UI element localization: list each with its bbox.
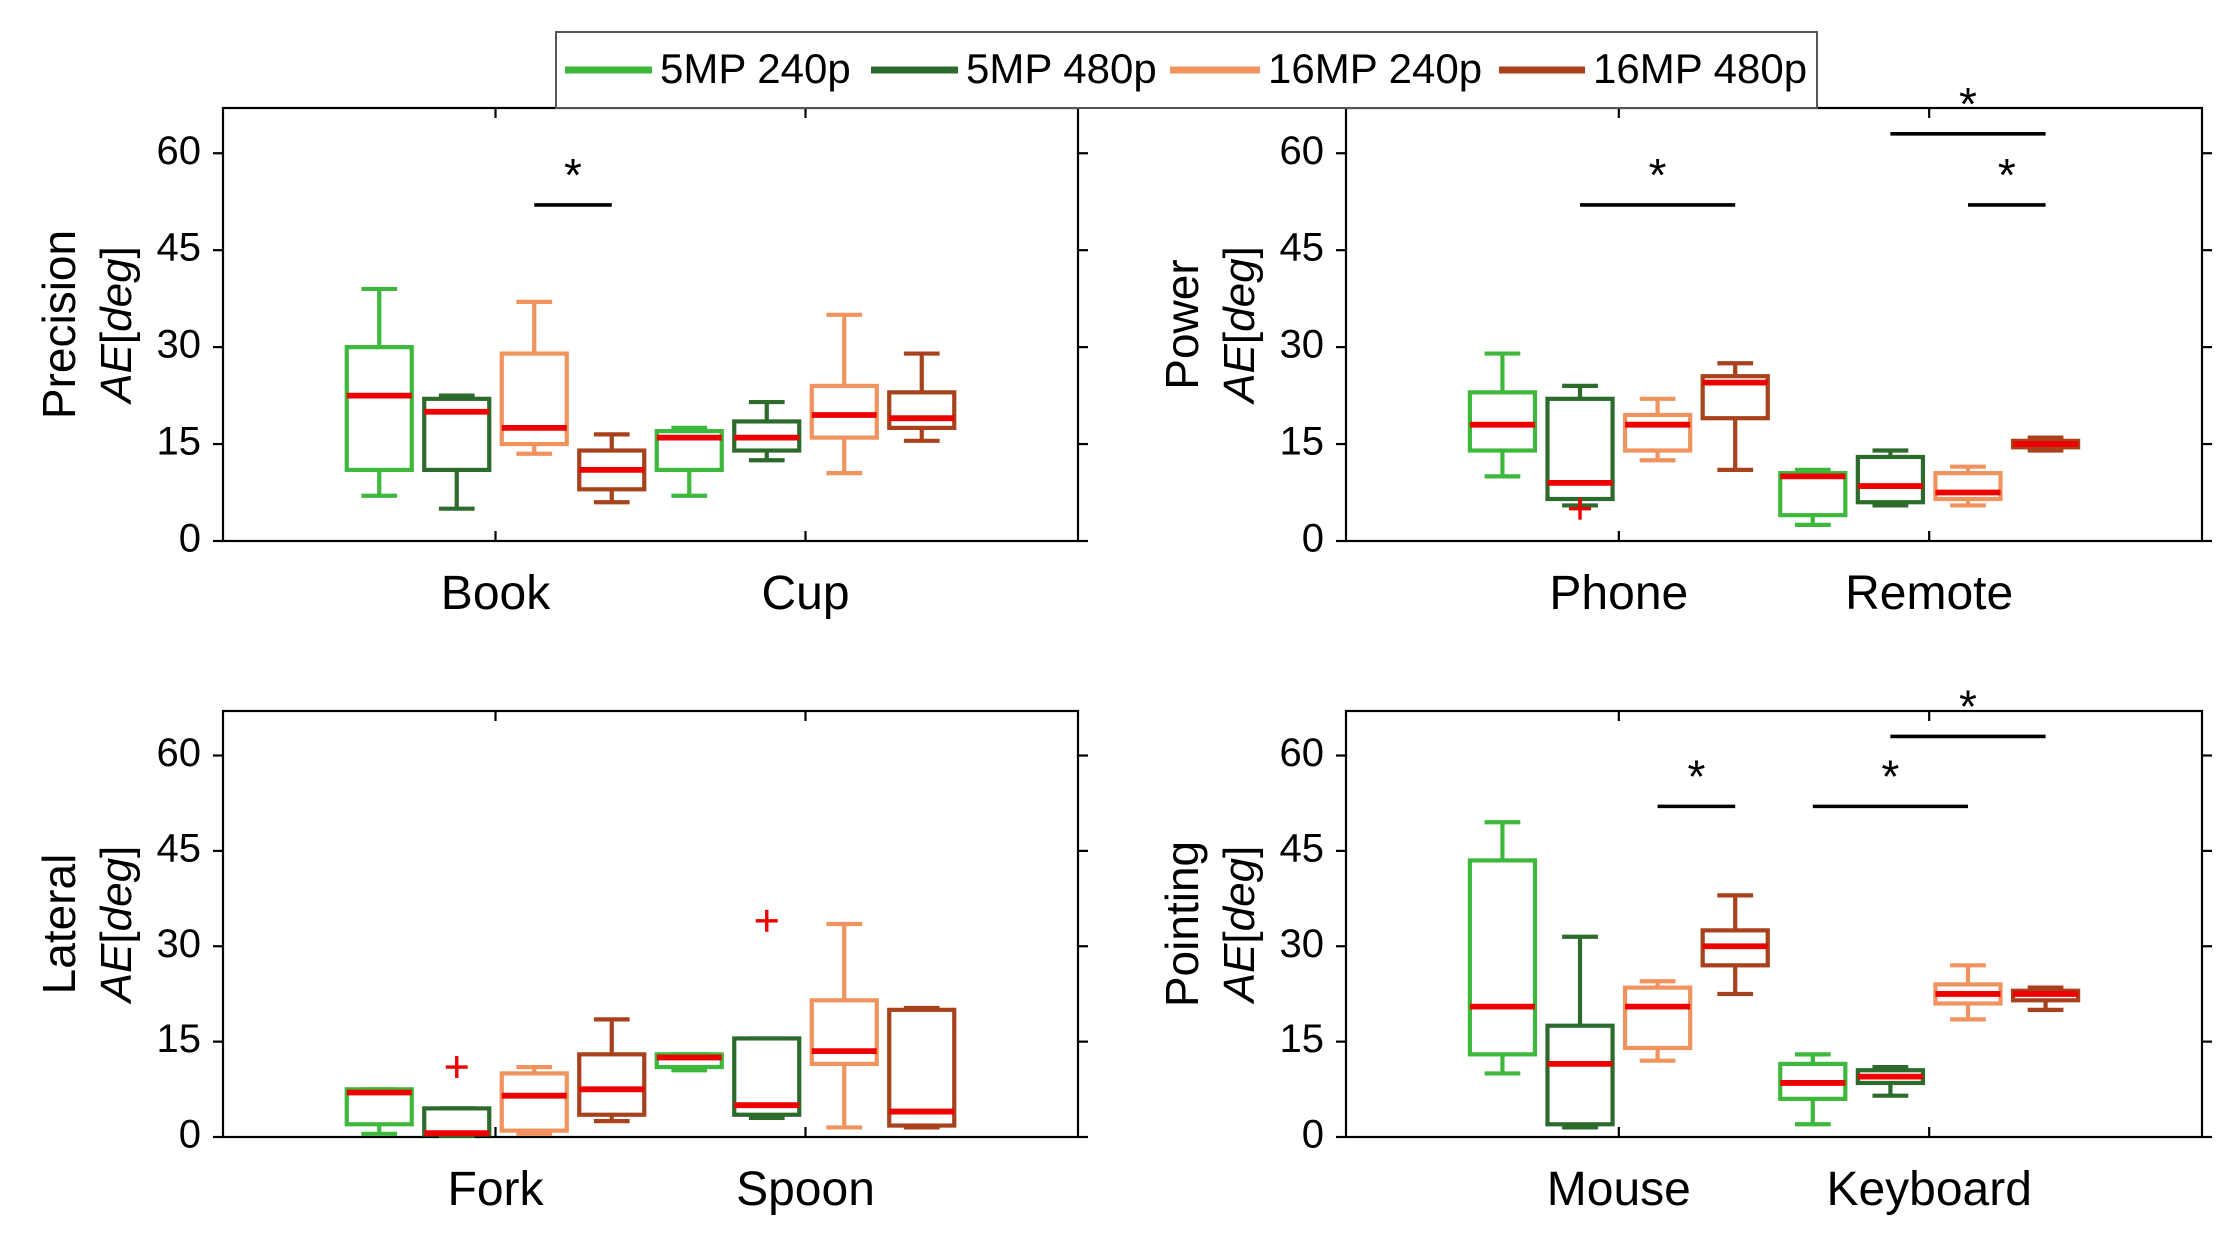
svg-text:30: 30 (1280, 922, 1325, 966)
svg-text:AE[deg]: AE[deg] (92, 846, 141, 1006)
svg-text:Precision: Precision (33, 230, 85, 419)
svg-text:Keyboard: Keyboard (1826, 1163, 2031, 1216)
svg-text:15: 15 (1280, 420, 1325, 464)
svg-text:AE[deg]: AE[deg] (92, 246, 141, 406)
svg-text:16MP 240p: 16MP 240p (1268, 45, 1482, 92)
svg-text:*: * (1649, 149, 1667, 201)
svg-text:0: 0 (179, 1113, 201, 1157)
svg-text:Power: Power (1156, 259, 1208, 389)
svg-text:30: 30 (157, 922, 202, 966)
svg-text:Book: Book (441, 567, 551, 620)
svg-text:16MP 480p: 16MP 480p (1593, 45, 1807, 92)
svg-text:Remote: Remote (1845, 567, 2013, 620)
svg-text:*: * (1998, 149, 2016, 201)
svg-text:5MP 480p: 5MP 480p (966, 45, 1157, 92)
svg-text:60: 60 (1280, 731, 1325, 775)
svg-text:0: 0 (179, 517, 201, 561)
svg-text:45: 45 (157, 226, 202, 270)
svg-text:45: 45 (1280, 226, 1325, 270)
svg-text:Fork: Fork (448, 1163, 545, 1216)
svg-text:Mouse: Mouse (1547, 1163, 1691, 1216)
svg-text:5MP 240p: 5MP 240p (660, 45, 851, 92)
svg-text:30: 30 (1280, 323, 1325, 367)
svg-text:60: 60 (1280, 129, 1325, 173)
svg-text:*: * (1881, 750, 1899, 802)
svg-text:AE[deg]: AE[deg] (1215, 246, 1264, 406)
svg-text:Lateral: Lateral (33, 854, 85, 995)
svg-text:60: 60 (157, 129, 202, 173)
svg-text:*: * (564, 149, 582, 201)
svg-text:AE[deg]: AE[deg] (1215, 846, 1264, 1006)
svg-text:*: * (1959, 680, 1977, 732)
svg-text:60: 60 (157, 731, 202, 775)
svg-text:45: 45 (1280, 826, 1325, 870)
svg-text:0: 0 (1302, 517, 1324, 561)
svg-text:*: * (1687, 750, 1705, 802)
svg-text:45: 45 (157, 826, 202, 870)
svg-text:15: 15 (1280, 1017, 1325, 1061)
svg-text:0: 0 (1302, 1113, 1324, 1157)
svg-text:*: * (1959, 78, 1977, 130)
svg-text:Spoon: Spoon (736, 1163, 875, 1216)
svg-text:Cup: Cup (761, 567, 849, 620)
svg-text:30: 30 (157, 323, 202, 367)
svg-text:Phone: Phone (1549, 567, 1688, 620)
svg-text:15: 15 (157, 420, 202, 464)
svg-text:Pointing: Pointing (1156, 841, 1208, 1007)
svg-text:15: 15 (157, 1017, 202, 1061)
